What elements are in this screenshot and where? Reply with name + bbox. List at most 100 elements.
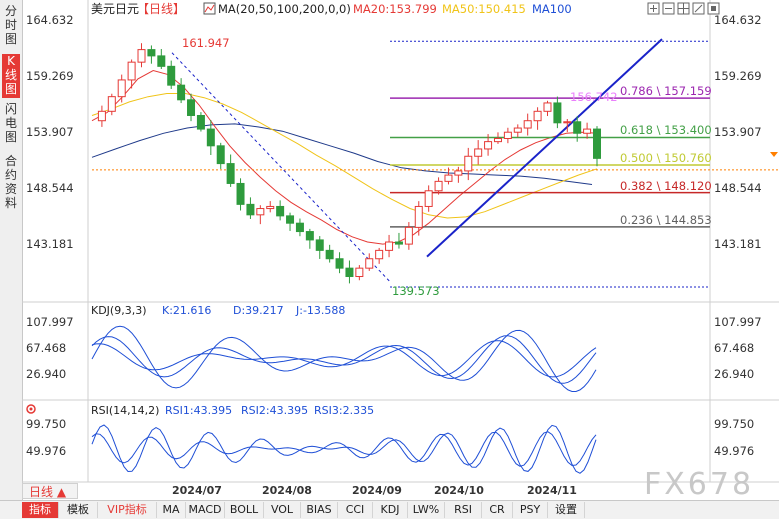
rsi-tick-2: 49.976 — [714, 444, 754, 458]
kdj-tick-2: 67.468 — [714, 341, 754, 355]
candle-body — [513, 127, 522, 133]
fib-label-0500: 0.500 \ 150.760 — [620, 151, 712, 165]
tab-flash-chart[interactable]: 闪 电 图 — [4, 102, 17, 144]
tab-vol[interactable]: VOL — [264, 502, 301, 518]
fullscreen-icon[interactable] — [707, 2, 720, 15]
tab-rsi[interactable]: RSI — [445, 502, 482, 518]
candle-body — [196, 114, 205, 130]
candle-body — [385, 241, 394, 251]
candle-body — [256, 208, 265, 216]
tab-kline-chart[interactable]: K 线 图 — [2, 54, 20, 98]
rsi-3: RSI3:2.335 — [314, 404, 374, 417]
candle-body — [276, 205, 285, 217]
zoom-out-icon[interactable] — [662, 2, 675, 15]
left-price-tick-e: 143.181 — [26, 237, 74, 251]
candle-body — [295, 222, 304, 233]
candle-body — [424, 190, 433, 207]
zoom-in-icon[interactable] — [647, 2, 660, 15]
candle-body — [444, 174, 453, 182]
tab-contract-info[interactable]: 合 约 资 料 — [4, 154, 17, 210]
candle-body — [394, 241, 403, 245]
price-tick-5: 143.181 — [714, 237, 762, 251]
left-price-tick-b: 159.269 — [26, 69, 74, 83]
uptrend-line — [426, 38, 663, 258]
ma50-line — [91, 93, 598, 219]
kdj-d: D:39.217 — [233, 304, 284, 317]
date-tick-2: 2024/08 — [262, 484, 312, 497]
rsi-title: RSI(14,14,2) — [91, 404, 159, 417]
rsi-left-tick-a: 99.750 — [26, 417, 66, 431]
candle-body — [553, 102, 562, 124]
left-price-tick-a: 164.632 — [26, 13, 74, 27]
grid-icon[interactable] — [677, 2, 690, 15]
rsi-line-1 — [91, 424, 597, 474]
kdj-left-tick-b: 67.468 — [26, 341, 66, 355]
expand-icon[interactable] — [692, 2, 705, 15]
date-tick-5: 2024/11 — [527, 484, 577, 497]
tab-indicators[interactable]: 指标 — [22, 502, 59, 518]
candle-body — [177, 84, 186, 101]
kline-chart: 美元日元 【日线】 MA(20,50,100,200,0,0) MA20:153… — [22, 0, 779, 500]
tab-ma[interactable]: MA — [157, 502, 186, 518]
rsi-tick-1: 99.750 — [714, 417, 754, 431]
kdj-j-line — [91, 325, 597, 392]
candle-body — [573, 121, 582, 134]
tab-macd[interactable]: MACD — [186, 502, 225, 518]
candle-body — [365, 258, 374, 269]
candle-body — [593, 128, 601, 159]
kdj-left-tick-c: 26.940 — [26, 367, 66, 381]
candle-body — [523, 120, 532, 129]
ma20-value: MA20:153.799 — [353, 2, 437, 16]
tab-kdj[interactable]: KDJ — [373, 502, 408, 518]
tab-psy[interactable]: PSY — [513, 502, 548, 518]
ma100-line — [91, 123, 593, 185]
fib-label-0382: 0.382 \ 148.120 — [620, 179, 712, 193]
tab-lw[interactable]: LW% — [408, 502, 445, 518]
kdj-tick-1: 107.997 — [714, 315, 762, 329]
candle-body — [543, 102, 552, 112]
candle-body — [236, 182, 245, 205]
tab-templates[interactable]: 模板 — [59, 502, 98, 518]
candle-body — [286, 215, 295, 224]
fib-label-0236: 0.236 \ 144.853 — [620, 213, 712, 227]
tab-settings[interactable]: 设置 — [548, 502, 585, 518]
kdj-k: K:21.616 — [162, 304, 211, 317]
candle-body — [454, 170, 463, 176]
candle-body — [533, 110, 542, 122]
tab-cr[interactable]: CR — [482, 502, 513, 518]
fib-label-0618: 0.618 \ 153.400 — [620, 123, 712, 137]
settings-gear-icon[interactable] — [26, 404, 36, 414]
tab-bias[interactable]: BIAS — [301, 502, 338, 518]
candle-body — [246, 203, 255, 216]
tab-boll[interactable]: BOLL — [225, 502, 264, 518]
kdj-left-tick-a: 107.997 — [26, 315, 74, 329]
candle-body — [325, 249, 334, 260]
tab-vip-indicators[interactable]: VIP指标 — [98, 502, 157, 518]
rsi-2: RSI2:43.395 — [241, 404, 308, 417]
candle-body — [474, 148, 483, 157]
candle-body — [434, 180, 443, 192]
candle-body — [503, 131, 512, 139]
retrace-dashed-line — [171, 52, 391, 283]
candle-body — [266, 205, 275, 210]
last-price-label: 156.742 — [570, 90, 618, 104]
price-arrow-icon — [770, 152, 778, 157]
ma50-value: MA50:150.415 — [442, 2, 526, 16]
period-select[interactable]: 日线 ▲ — [22, 483, 78, 499]
candle-body — [216, 145, 225, 165]
left-view-tabs: 分 时 图 K 线 图 闪 电 图 合 约 资 料 — [0, 0, 23, 500]
indicator-tab-bar: 指标 模板 VIP指标 MA MACD BOLL VOL BIAS CCI KD… — [0, 500, 779, 519]
candle-body — [206, 128, 215, 147]
candle-body — [226, 163, 235, 184]
watermark-logo: FX678 — [644, 467, 754, 500]
left-price-tick-d: 148.544 — [26, 181, 74, 195]
date-tick-1: 2024/07 — [172, 484, 222, 497]
candle-body — [137, 49, 146, 63]
tab-cci[interactable]: CCI — [338, 502, 373, 518]
ma-indicator-icon[interactable] — [203, 2, 216, 15]
tab-timeshare-chart[interactable]: 分 时 图 — [4, 4, 17, 46]
candle-body — [355, 267, 364, 278]
candle-body — [484, 141, 493, 150]
swing-low-label: 139.573 — [392, 284, 440, 298]
price-tick-4: 148.544 — [714, 181, 762, 195]
